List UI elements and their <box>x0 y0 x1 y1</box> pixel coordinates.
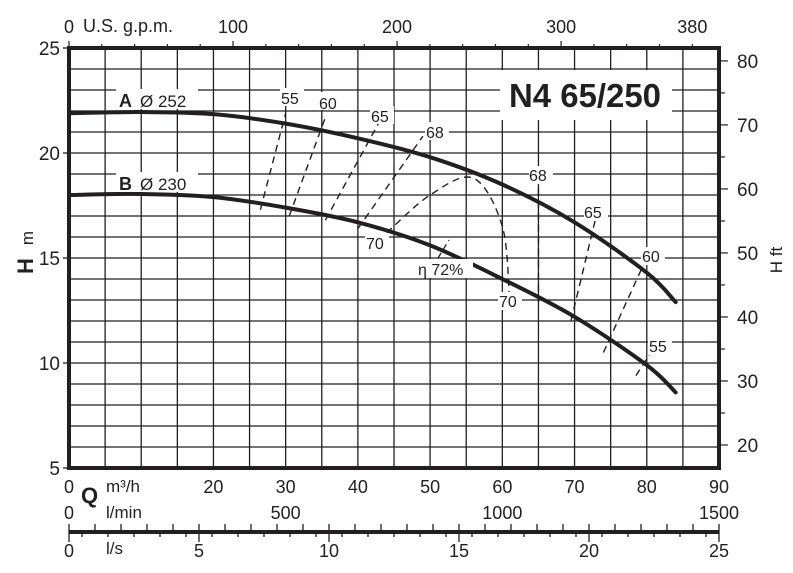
x-tick-label: 80 <box>637 477 657 497</box>
ls-tick-label: 10 <box>319 541 339 561</box>
q-unit-m3h: m³/h <box>106 477 140 496</box>
efficiency-curve-60 <box>288 117 327 217</box>
eff-label-70-bottom: 70 <box>499 294 517 311</box>
x-tick-label: 40 <box>348 477 368 497</box>
eff-label-68-top: 68 <box>426 125 444 142</box>
eff-label-55-right: 55 <box>649 339 667 356</box>
efficiency-labels: 55 60 65 68 70 70 68 65 60 55 η 72% <box>280 88 672 356</box>
top-tick-label: 380 <box>677 17 707 37</box>
top-tick-label: 300 <box>546 17 576 37</box>
y-tick-label: 15 <box>39 249 60 270</box>
ls-tick-label: 20 <box>579 541 599 561</box>
efficiency-curve-55 <box>635 341 659 376</box>
eff-label-60-top: 60 <box>319 96 337 113</box>
label-bg <box>116 89 198 109</box>
left-axis-unit: m <box>18 231 37 245</box>
eta-72-label: η 72% <box>418 262 463 279</box>
x-tick-label: 0 <box>64 477 74 497</box>
top-tick-label: 200 <box>382 17 412 37</box>
x-tick-label: 60 <box>492 477 512 497</box>
eff-label-65-top: 65 <box>371 109 389 126</box>
plot-frame <box>67 46 721 470</box>
y-tick-label: 10 <box>39 354 60 375</box>
curve-b-diameter: Ø 230 <box>140 175 186 194</box>
efficiency-curve-70 <box>386 176 511 301</box>
label-bg <box>116 172 198 192</box>
lmin-tick-label: 1500 <box>699 503 739 523</box>
top-tick-label: 100 <box>218 17 248 37</box>
right-tick-label: 80 <box>737 52 758 73</box>
head-curves <box>67 110 678 395</box>
lmin-tick-label: 500 <box>271 503 301 523</box>
eff-label-55-top: 55 <box>281 91 299 108</box>
eff-label-70-left: 70 <box>366 236 384 253</box>
x-tick-label: 20 <box>203 477 223 497</box>
top-axis-label: U.S. g.p.m. <box>83 16 173 36</box>
x-tick-label: 90 <box>709 477 729 497</box>
ls-tick-label: 0 <box>64 541 74 561</box>
y-tick-label: 25 <box>39 39 60 60</box>
q-letter: Q <box>81 483 98 508</box>
curve-b-letter: B <box>119 174 132 194</box>
x-tick-label: 50 <box>420 477 440 497</box>
right-tick-label: 30 <box>737 372 758 393</box>
eff-label-60-right: 60 <box>642 249 660 266</box>
lmin-tick-label: 1000 <box>482 503 522 523</box>
q-unit-lmin: l/min <box>106 503 142 522</box>
right-axis-label: H ft <box>767 247 786 274</box>
curve-a-letter: A <box>119 91 132 111</box>
x-tick-label: 30 <box>276 477 296 497</box>
y-tick-label: 5 <box>49 459 60 480</box>
y-tick-label: 20 <box>39 144 60 165</box>
right-tick-label: 40 <box>737 308 758 329</box>
right-tick-label: 50 <box>737 244 758 265</box>
efficiency-curve-55 <box>259 112 287 210</box>
eff-label-65-right: 65 <box>584 205 602 222</box>
curve-a-diameter: Ø 252 <box>140 92 186 111</box>
ls-tick-label: 25 <box>709 541 729 561</box>
eta-72-marker <box>437 239 450 259</box>
head-curve-a <box>67 110 678 305</box>
right-tick-label: 20 <box>737 436 758 457</box>
q-unit-ls: l/s <box>106 539 123 558</box>
left-axis-letter: H <box>13 258 38 274</box>
chart-title: N4 65/250 <box>509 77 661 114</box>
right-tick-label: 60 <box>737 180 758 201</box>
efficiency-curve-68 <box>357 135 424 230</box>
eff-label-68-right: 68 <box>529 168 547 185</box>
head-curve-b <box>67 191 678 395</box>
right-tick-label: 70 <box>737 116 758 137</box>
ls-tick-label: 15 <box>449 541 469 561</box>
ls-tick-label: 5 <box>194 541 204 561</box>
x-tick-label: 70 <box>565 477 585 497</box>
lmin-tick-label: 0 <box>64 503 74 523</box>
efficiency-curve-60 <box>602 249 652 353</box>
top-tick-label: 0 <box>64 17 74 37</box>
efficiency-curve-65 <box>324 121 381 221</box>
title-background <box>500 70 672 120</box>
